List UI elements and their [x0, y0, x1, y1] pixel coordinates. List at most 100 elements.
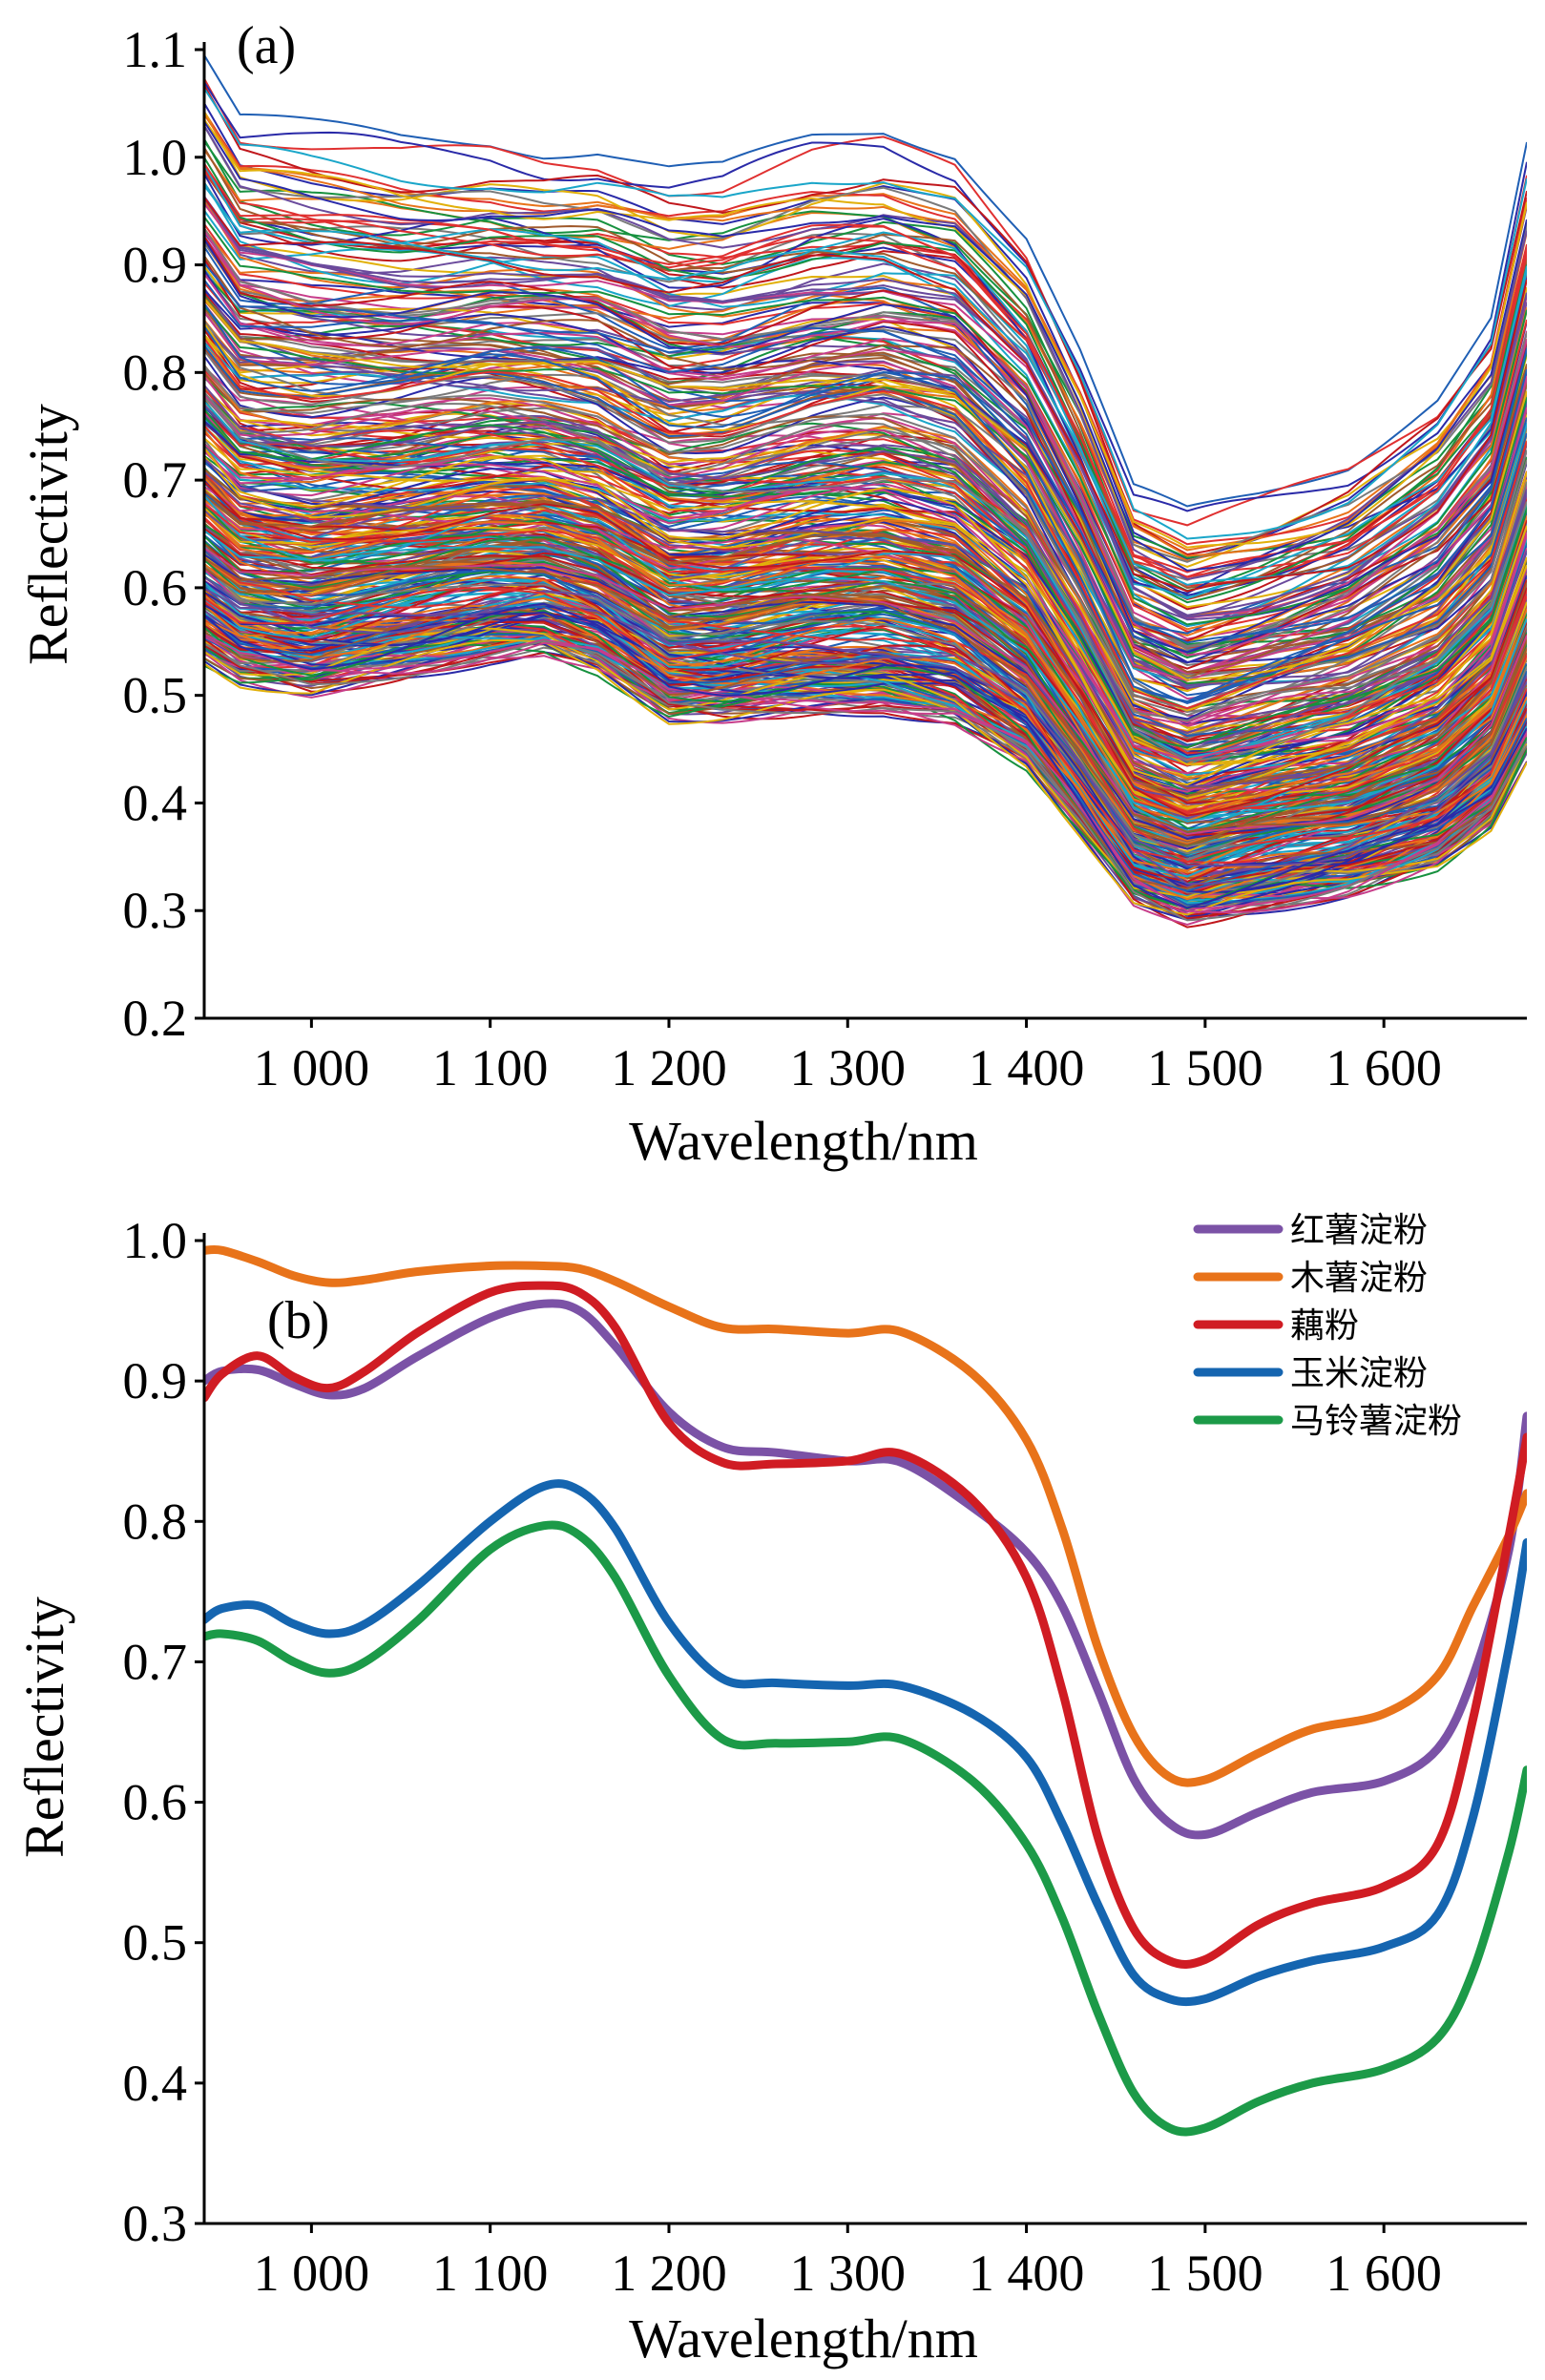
panel-a-spectrum-line: [204, 443, 1527, 762]
panel-a-spectrum-line: [204, 325, 1527, 703]
panel-a-label: (a): [237, 16, 296, 75]
panel-a-spectrum-line: [204, 385, 1527, 748]
panel-a-spectrum-line: [204, 481, 1527, 817]
panel-b-y-tick-label: 0.4: [123, 2055, 188, 2112]
panel-a-spectrum-line: [204, 636, 1527, 910]
panel-a-y-tick-label: 0.7: [123, 451, 188, 509]
panel-a-spectrum-line: [204, 637, 1527, 907]
panel-a-spectrum-line: [204, 125, 1527, 563]
panel-b-series: [204, 1244, 1527, 2137]
panel-a-spectrum-line: [204, 81, 1527, 512]
panel-b-series-line-4: [204, 1479, 1527, 2007]
panel-a-spectrum-line: [204, 164, 1527, 600]
panel-a-spectrum-line: [204, 170, 1527, 578]
panel-a-spectrum-line: [204, 197, 1527, 618]
panel-b-series-line-5: [204, 1520, 1527, 2137]
panel-a-y-tick-label: 0.5: [123, 667, 188, 724]
panel-a-spectrum-line: [204, 140, 1527, 559]
panel-a-spectrum-line: [204, 400, 1527, 757]
panel-a-spectrum-line: [204, 605, 1527, 892]
panel-a-spectrum-line: [204, 303, 1527, 704]
panel-a-spectrum-line: [204, 262, 1527, 644]
panel-a-spectrum-line: [204, 581, 1527, 887]
panel-a-x-tick-label: 1 600: [1326, 1039, 1442, 1096]
panel-a-spectrum-line: [204, 181, 1527, 628]
panel-a-spectrum-line: [204, 558, 1527, 864]
panel-a-spectrum-line: [204, 258, 1527, 670]
panel-a-x-tick-label: 1 000: [254, 1039, 370, 1096]
panel-a-spectrum-line: [204, 574, 1527, 872]
legend-label: 藕粉: [1290, 1306, 1359, 1346]
panel-b-x-tick-label: 1 300: [790, 2244, 907, 2302]
panel-b-chart: 1 000 1 100 1 200 1 300 1 400 1 500 1 600 0.3 0.…: [13, 1211, 1527, 2370]
panel-a-spectrum-line: [204, 396, 1527, 762]
panel-a-x-axis-title: Wavelength/nm: [629, 1110, 978, 1172]
panel-b-x-tick-label: 1 400: [969, 2244, 1085, 2302]
panel-a-spectrum-line: [204, 455, 1527, 800]
panel-a-spectrum-line: [204, 120, 1527, 572]
panel-a-y-axis-title: Reflectivity: [17, 404, 79, 665]
panel-a-spectrum-line: [204, 557, 1527, 833]
panel-a-spectrum-line: [204, 375, 1527, 724]
panel-b-y-tick-label: 0.8: [123, 1493, 188, 1550]
panel-a-spectrum-line: [204, 88, 1527, 540]
panel-a-spectrum-line: [204, 163, 1527, 574]
panel-a-spectrum-line: [204, 296, 1527, 664]
panel-b-x-tick-label: 1 000: [254, 2244, 370, 2302]
panel-b-x-tick-label: 1 600: [1326, 2244, 1442, 2302]
legend-label: 红薯淀粉: [1290, 1211, 1428, 1250]
panel-a-y-tick-label: 0.4: [123, 774, 188, 831]
panel-a-spectrum-line: [204, 447, 1527, 777]
panel-a-spectrum-line: [204, 602, 1527, 909]
panel-a-spectrum-line: [204, 239, 1527, 654]
panel-a-y-tick-label: 1.1: [123, 21, 188, 78]
panel-b-series-line-2: [204, 1244, 1527, 1787]
panel-b-y-tick-label: 0.6: [123, 1774, 188, 1831]
legend-label: 木薯淀粉: [1290, 1259, 1428, 1298]
panel-b-axes: 1 000 1 100 1 200 1 300 1 400 1 500 1 600 0.3 0.…: [123, 1212, 1527, 2302]
panel-a-y-tick-label: 0.8: [123, 344, 188, 401]
panel-a-spectrum-line: [204, 489, 1527, 798]
panel-a-spectrum-line: [204, 270, 1527, 675]
panel-a-spectrum-line: [204, 196, 1527, 621]
panel-a-spectrum-line: [204, 471, 1527, 792]
panel-a-spectrum-line: [204, 386, 1527, 729]
panel-a-spectrum-line: [204, 54, 1527, 508]
panel-a-spectrum-line: [204, 596, 1527, 901]
panel-b-x-axis-title: Wavelength/nm: [629, 2307, 978, 2370]
panel-a-x-tick-label: 1 100: [432, 1039, 549, 1096]
panel-a-spectrum-line: [204, 118, 1527, 549]
panel-a-spectrum-line: [204, 171, 1527, 590]
panel-a-spectrum-line: [204, 409, 1527, 734]
panel-a-spectrum-line: [204, 289, 1527, 663]
panel-a-spectrum-line: [204, 560, 1527, 837]
panel-b-y-tick-label: 0.7: [123, 1633, 188, 1690]
panel-a-spectra: [204, 54, 1527, 929]
panel-a-spectrum-line: [204, 604, 1527, 880]
panel-b-y-tick-label: 0.3: [123, 2195, 188, 2252]
panel-a-chart: 1 000 1 100 1 200 1 300 1 400 1 500 1 600 0.2 0.…: [17, 16, 1527, 1172]
panel-a-axes: 1 000 1 100 1 200 1 300 1 400 1 500 1 600 0.2 0.…: [123, 21, 1527, 1096]
panel-a-spectrum-line: [204, 269, 1527, 664]
panel-a-spectrum-line: [204, 620, 1527, 889]
panel-a-spectrum-line: [204, 592, 1527, 893]
panel-a-spectrum-line: [204, 534, 1527, 846]
panel-a-y-tick-label: 1.0: [123, 129, 188, 186]
panel-b-y-tick-label: 0.5: [123, 1914, 188, 1972]
panel-a-x-tick-label: 1 500: [1147, 1039, 1263, 1096]
panel-a-spectrum-line: [204, 337, 1527, 710]
panel-a-y-tick-label: 0.9: [123, 237, 188, 294]
panel-b-label: (b): [267, 1291, 329, 1350]
panel-a-spectrum-line: [204, 114, 1527, 557]
panel-a-spectrum-line: [204, 391, 1527, 722]
panel-a-spectrum-line: [204, 486, 1527, 792]
panel-b-series-line-3: [204, 1281, 1527, 1969]
panel-a-y-tick-label: 0.6: [123, 559, 188, 616]
panel-a-spectrum-line: [204, 437, 1527, 766]
panel-a-spectrum-line: [204, 255, 1527, 674]
panel-b-x-tick-label: 1 500: [1147, 2244, 1263, 2302]
panel-a-spectrum-line: [204, 197, 1527, 593]
panel-b-y-tick-label: 1.0: [123, 1212, 188, 1269]
